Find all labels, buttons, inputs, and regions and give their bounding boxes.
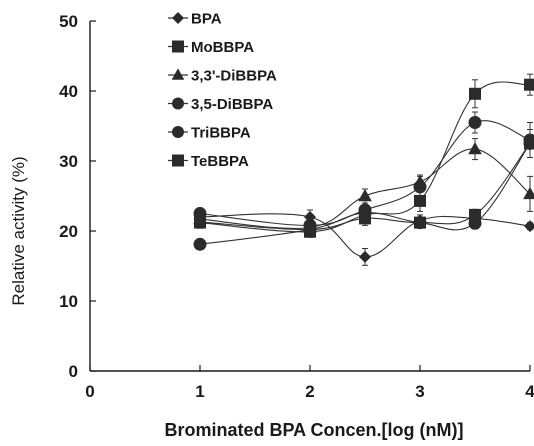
- data-point-square: [524, 78, 534, 91]
- x-tick-label: 0: [85, 382, 94, 401]
- data-point-square: [414, 194, 426, 207]
- data-point-square: [172, 154, 184, 167]
- x-tick-label: 1: [195, 382, 204, 401]
- data-point-circle: [468, 116, 482, 129]
- legend-item: 3,5-DiBBPA: [168, 96, 273, 113]
- data-point-square: [194, 216, 206, 229]
- legend-label: TriBBPA: [191, 125, 251, 142]
- y-tick-label: 10: [59, 292, 78, 311]
- data-point-square: [304, 225, 316, 238]
- y-tick-label: 50: [59, 12, 78, 31]
- legend-item: TeBBPA: [168, 153, 249, 170]
- x-tick-label: 2: [305, 382, 314, 401]
- legend-label: BPA: [191, 11, 222, 28]
- data-point-triangle: [523, 186, 534, 200]
- legend-item: BPA: [168, 11, 222, 28]
- legend-label: 3,5-DiBBPA: [191, 96, 273, 113]
- series-tribbpa: [193, 129, 534, 251]
- data-point-circle: [413, 180, 427, 194]
- legend-label: 3,3'-DiBBPA: [191, 68, 277, 85]
- y-tick-label: 40: [59, 82, 78, 101]
- data-point-triangle: [468, 141, 482, 155]
- legend-item: TriBBPA: [168, 125, 251, 142]
- data-point-circle: [523, 137, 534, 150]
- x-axis-title: Brominated BPA Concen.[log (nM)]: [165, 420, 464, 440]
- series-tebbpa: [194, 73, 534, 238]
- data-point-circle: [413, 216, 427, 230]
- legend-item: 3,3'-DiBBPA: [168, 68, 277, 85]
- series-layer: [193, 73, 534, 266]
- legend-label: TeBBPA: [191, 153, 249, 170]
- data-point-circle: [468, 216, 482, 230]
- data-point-square: [359, 208, 371, 221]
- axes: 0 10 20 30 40 50 0 1 2 3 4: [59, 12, 534, 401]
- data-point-diamond: [359, 250, 371, 263]
- data-point-circle: [172, 97, 184, 110]
- legend: BPA MoBBPA 3,3'-DiBBPA 3,5-DiBBPA TriBBPA TeB…: [168, 11, 277, 170]
- y-axis-title: Relative activity (%): [9, 156, 28, 305]
- series-line: [199, 143, 531, 245]
- data-point-diamond: [524, 220, 534, 233]
- legend-label: MoBBPA: [191, 39, 254, 56]
- y-tick-label: 30: [59, 152, 78, 171]
- y-tick-label: 0: [69, 362, 78, 381]
- data-point-square: [172, 40, 184, 53]
- series-line: [199, 143, 531, 231]
- data-point-triangle: [358, 188, 372, 202]
- x-tick-label: 4: [525, 382, 534, 401]
- data-point-square: [469, 87, 481, 100]
- data-point-circle: [172, 126, 184, 138]
- x-tick-label: 3: [415, 382, 424, 401]
- data-point-triangle: [171, 68, 185, 80]
- data-point-circle: [193, 237, 207, 251]
- legend-item: MoBBPA: [168, 39, 254, 56]
- data-point-diamond: [172, 12, 184, 24]
- y-tick-label: 20: [59, 222, 78, 241]
